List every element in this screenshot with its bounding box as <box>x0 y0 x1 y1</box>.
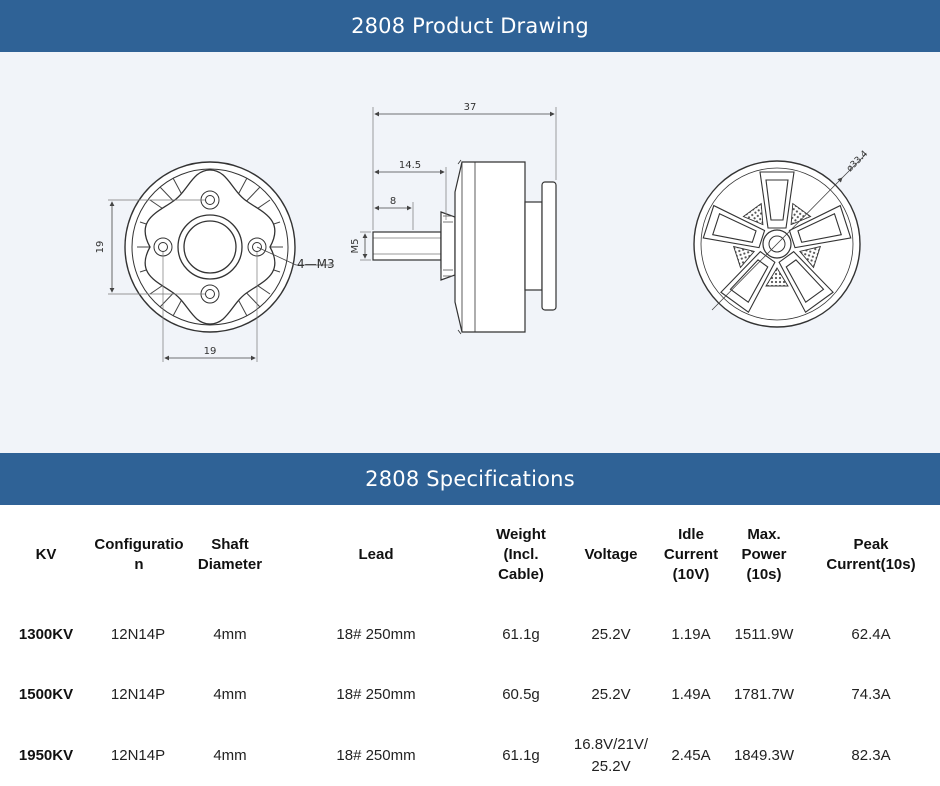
cell-shaft: 4mm <box>213 626 247 643</box>
cell-weight: 61.1g <box>502 626 540 643</box>
front-view <box>108 161 332 362</box>
header-shaft-diameter: Shaft Diameter <box>197 536 263 573</box>
shaft-thread: M5 <box>350 239 361 254</box>
cell-voltage: 25.2V <box>591 626 631 643</box>
header-idle-current: Idle Current (10V) <box>663 526 719 583</box>
dim-overall: 37 <box>464 102 477 113</box>
side-dimensions <box>360 107 557 261</box>
cell-voltage: 16.8V/21V/ 25.2V <box>566 725 656 786</box>
cell-idle-current: 1.19A <box>671 626 711 643</box>
dim-shaft: 8 <box>390 196 396 207</box>
table-row: 1500KV 12N14P 4mm 18# 250mm 60.5g 25.2V … <box>0 665 940 725</box>
header-kv: KV <box>35 546 57 563</box>
header-max-power: Max. Power (10s) <box>741 526 787 583</box>
specs-table: KV Configuration Shaft Diameter Lead Weig… <box>0 505 940 786</box>
cell-peak-current: 62.4A <box>851 626 891 643</box>
voltage-multi: 16.8V/21V/ 25.2V <box>573 736 649 775</box>
specs-banner: 2808 Specifications <box>0 453 940 505</box>
cell-voltage: 25.2V <box>591 686 631 703</box>
table-header-row: KV Configuration Shaft Diameter Lead Weig… <box>0 505 940 605</box>
header-peak-current: Peak Current(10s) <box>826 536 916 573</box>
cell-idle-current: 1.49A <box>671 686 711 703</box>
cell-max-power: 1849.3W <box>733 747 795 764</box>
header-configuration: Configuration <box>94 536 184 573</box>
cell-configuration: 12N14P <box>110 747 166 764</box>
cell-kv: 1950KV <box>18 747 74 764</box>
header-voltage: Voltage <box>584 546 638 563</box>
cell-kv: 1500KV <box>18 686 74 703</box>
cell-peak-current: 82.3A <box>851 747 891 764</box>
side-view <box>372 159 557 335</box>
dim-diameter: ø33.4 <box>845 149 870 174</box>
drawing-banner: 2808 Product Drawing <box>0 0 940 52</box>
table-row: 1300KV 12N14P 4mm 18# 250mm 61.1g 25.2V … <box>0 605 940 665</box>
header-weight: Weight (Incl. Cable) <box>496 526 546 583</box>
cell-idle-current: 2.45A <box>671 747 711 764</box>
cell-kv: 1300KV <box>18 626 74 643</box>
cell-lead: 18# 250mm <box>336 626 416 643</box>
cell-lead: 18# 250mm <box>336 686 416 703</box>
cell-weight: 60.5g <box>502 686 540 703</box>
back-view <box>693 153 867 328</box>
dim-mid: 14.5 <box>399 160 421 171</box>
cell-configuration: 12N14P <box>110 626 166 643</box>
table-row: 1950KV 12N14P 4mm 18# 250mm 61.1g 16.8V/… <box>0 725 940 786</box>
header-lead: Lead <box>358 546 394 563</box>
specs-title: 2808 Specifications <box>365 467 575 491</box>
cell-max-power: 1511.9W <box>734 626 794 643</box>
cell-weight: 61.1g <box>502 747 540 764</box>
specs-section: KV Configuration Shaft Diameter Lead Weig… <box>0 505 940 786</box>
front-dim-horizontal: 19 <box>204 346 217 357</box>
front-dim-vertical: 19 <box>95 241 106 254</box>
screw-label: 4—M3 <box>297 257 335 271</box>
technical-drawing: 19 19 4—M3 <box>95 102 870 362</box>
product-drawing: 19 19 4—M3 <box>0 52 940 453</box>
cell-peak-current: 74.3A <box>851 686 891 703</box>
cell-max-power: 1781.7W <box>733 686 795 703</box>
drawing-title: 2808 Product Drawing <box>351 14 589 38</box>
cell-shaft: 4mm <box>213 686 247 703</box>
cell-shaft: 4mm <box>213 747 247 764</box>
cell-lead: 18# 250mm <box>336 747 416 764</box>
cell-configuration: 12N14P <box>110 686 166 703</box>
